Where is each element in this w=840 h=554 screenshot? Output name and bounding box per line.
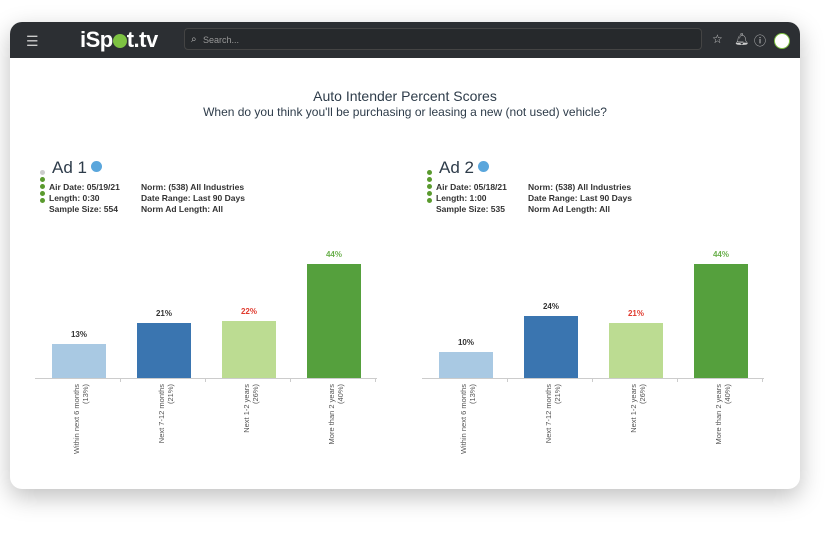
bar[interactable] <box>307 263 361 378</box>
bar[interactable] <box>694 263 748 378</box>
search-input[interactable]: ⌕ Search... <box>184 28 702 50</box>
data-label: 22% <box>240 306 257 316</box>
search-placeholder: Search... <box>203 35 240 45</box>
category-label: Next 7-12 months (21%) <box>544 384 562 474</box>
category-norm: (21%) <box>553 384 562 405</box>
data-label: 24% <box>542 301 559 311</box>
ad-meta-right: Norm: (538) All Industries Date Range: La… <box>141 182 245 215</box>
play-icon[interactable] <box>477 161 489 172</box>
norm: Norm: (538) All Industries <box>141 182 245 192</box>
play-icon[interactable] <box>90 161 102 172</box>
app-window: ☰ iSp t.tv ⌕ Search... ☆ 🔔︎ ⓘ Auto Intende… <box>10 22 800 489</box>
sample-size: Sample Size: 554 <box>49 204 118 214</box>
bar[interactable] <box>222 320 276 378</box>
category-norm: (40%) <box>336 384 345 405</box>
tick <box>290 378 291 382</box>
tick <box>120 378 121 382</box>
bell-icon[interactable]: 🔔︎ <box>734 32 750 46</box>
tick <box>507 378 508 382</box>
air-date: Air Date: 05/18/21 <box>436 182 507 192</box>
ad-title: Ad 2 <box>439 158 489 178</box>
category-label: More than 2 years (40%) <box>327 384 345 474</box>
ad-meta-left: Air Date: 05/19/21 Length: 0:30 Sample Siz… <box>49 182 120 215</box>
page-title: Auto Intender Percent Scores <box>313 88 497 104</box>
category-norm: (26%) <box>251 384 260 405</box>
hamburger-icon[interactable]: ☰ <box>26 33 39 49</box>
data-label: 21% <box>155 309 172 319</box>
tick <box>375 378 376 382</box>
data-label: 44% <box>712 249 729 259</box>
user-avatar-icon[interactable] <box>774 33 790 49</box>
category-norm: (40%) <box>723 384 732 405</box>
category-name: More than 2 years <box>327 384 336 445</box>
air-date: Air Date: 05/19/21 <box>49 182 120 192</box>
category-label: Next 7-12 months (21%) <box>157 384 175 474</box>
score-dots <box>427 170 432 205</box>
ad-meta-left: Air Date: 05/18/21 Length: 1:00 Sample Siz… <box>436 182 507 215</box>
category-norm: (26%) <box>638 384 647 405</box>
category-name: More than 2 years <box>714 384 723 445</box>
norm-ad-length: Norm Ad Length: All <box>528 204 610 214</box>
category-norm: (21%) <box>166 384 175 405</box>
category-label: Within next 6 months (13%) <box>459 384 477 474</box>
star-icon[interactable]: ☆ <box>712 32 723 46</box>
tick <box>592 378 593 382</box>
bar[interactable] <box>609 323 663 378</box>
tick <box>205 378 206 382</box>
category-name: Within next 6 months <box>72 384 81 455</box>
category-label: Next 1-2 years (26%) <box>242 384 260 474</box>
bar[interactable] <box>137 323 191 378</box>
bar[interactable] <box>524 315 578 378</box>
date-range: Date Range: Last 90 Days <box>141 193 245 203</box>
x-axis <box>422 378 764 379</box>
info-icon[interactable]: ⓘ <box>754 34 767 48</box>
data-label: 44% <box>325 249 342 259</box>
category-label: Next 1-2 years (26%) <box>629 384 647 474</box>
data-label: 13% <box>70 330 87 340</box>
bar[interactable] <box>52 344 106 378</box>
tick <box>677 378 678 382</box>
category-norm: (13%) <box>468 384 477 405</box>
category-name: Next 1-2 years <box>629 384 638 433</box>
ad-title: Ad 1 <box>52 158 102 178</box>
norm: Norm: (538) All Industries <box>528 182 632 192</box>
score-dots <box>40 170 45 205</box>
data-label: 10% <box>457 338 474 347</box>
ad-meta-right: Norm: (538) All Industries Date Range: La… <box>528 182 632 215</box>
category-name: Next 7-12 months <box>544 384 553 444</box>
category-name: Next 7-12 months <box>157 384 166 444</box>
bar[interactable] <box>439 352 493 378</box>
length: Length: 1:00 <box>436 193 487 203</box>
length: Length: 0:30 <box>49 193 100 203</box>
category-label: Within next 6 months (13%) <box>72 384 90 474</box>
logo[interactable]: iSp t.tv <box>80 27 158 52</box>
norm-ad-length: Norm Ad Length: All <box>141 204 223 214</box>
x-axis <box>35 378 377 379</box>
date-range: Date Range: Last 90 Days <box>528 193 632 203</box>
category-norm: (13%) <box>81 384 90 405</box>
category-label: More than 2 years (40%) <box>714 384 732 474</box>
search-icon: ⌕ <box>191 34 197 45</box>
category-name: Within next 6 months <box>459 384 468 455</box>
ad-name: Ad 2 <box>439 158 474 177</box>
top-bar: ☰ iSp t.tv ⌕ Search... ☆ 🔔︎ ⓘ <box>10 22 800 58</box>
ad-name: Ad 1 <box>52 158 87 177</box>
sample-size: Sample Size: 535 <box>436 204 505 214</box>
tick <box>762 378 763 382</box>
category-name: Next 1-2 years <box>242 384 251 433</box>
page-subtitle: When do you think you'll be purchasing o… <box>203 105 607 119</box>
data-label: 21% <box>627 309 644 319</box>
